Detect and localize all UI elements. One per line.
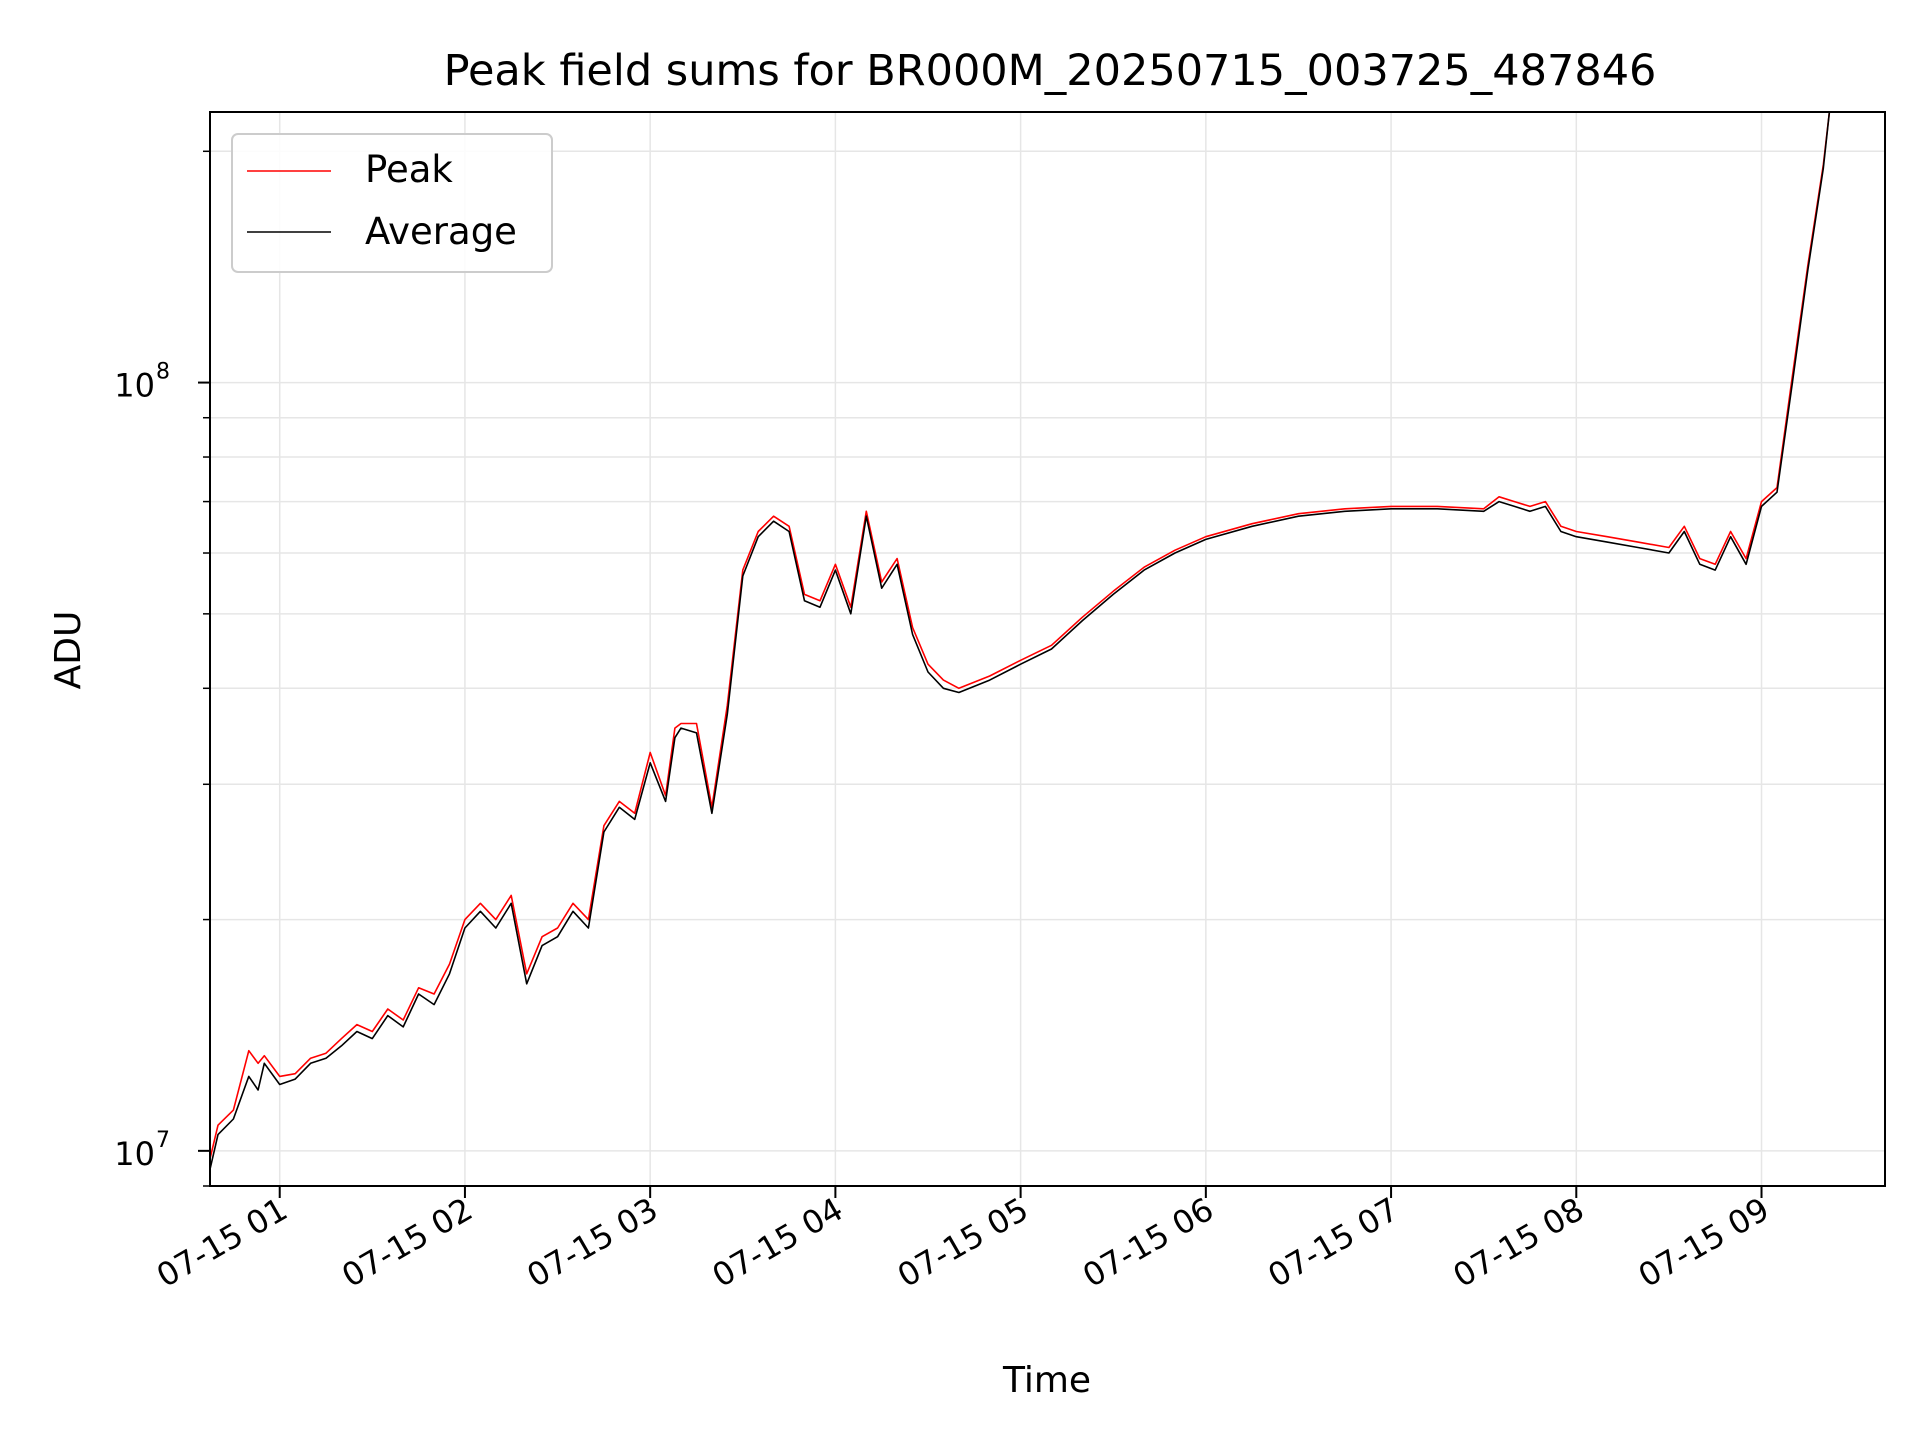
series-line-average [209, 111, 1831, 1169]
y-tick-exponent: 8 [156, 360, 170, 385]
y-tick-exponent: 7 [156, 1128, 170, 1153]
legend-label-peak: Peak [365, 148, 453, 191]
legend-box [231, 133, 553, 273]
plot-frame [209, 111, 1886, 1187]
y-tick-label: 10 [114, 1135, 155, 1173]
legend: Peak Average [231, 133, 553, 273]
x-axis-label: Time [1002, 1360, 1091, 1401]
legend-label-average: Average [365, 210, 517, 253]
chart-title: Peak field sums for BR000M_20250715_0037… [444, 46, 1657, 96]
y-tick-label: 10 [114, 367, 155, 405]
y-axis-label: ADU [48, 611, 89, 690]
series-line-peak [209, 111, 1831, 1158]
series-lines [209, 111, 1831, 1169]
